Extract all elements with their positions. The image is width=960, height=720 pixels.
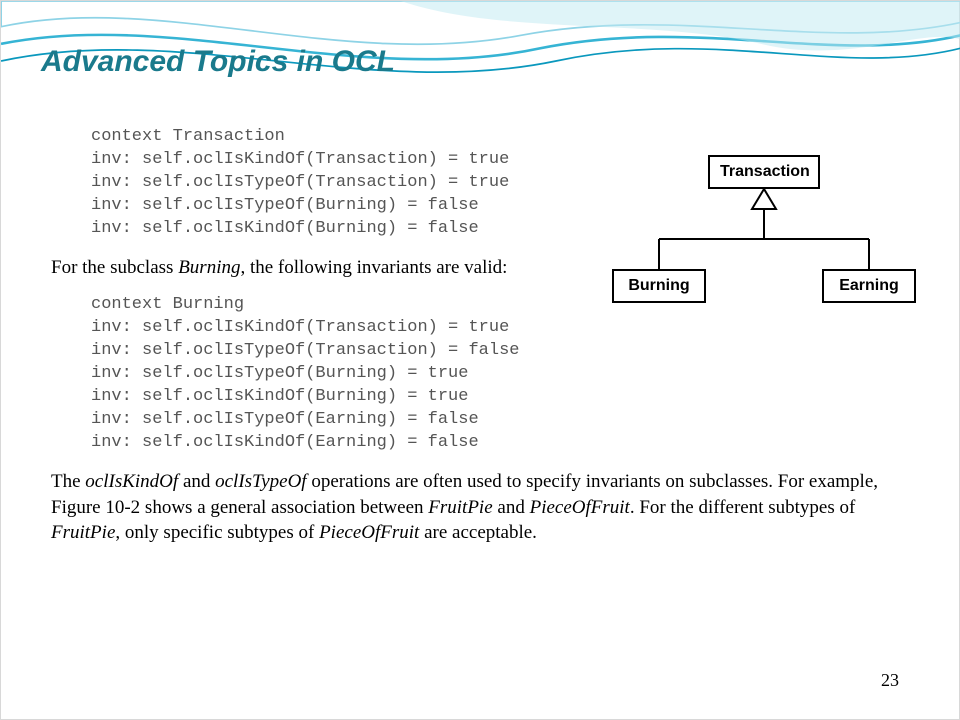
uml-class-earning: Earning: [822, 269, 916, 303]
uml-class-burning: Burning: [612, 269, 706, 303]
uml-diagram: Transaction Burning Earning: [604, 151, 924, 351]
page-number: 23: [881, 670, 899, 691]
uml-class-transaction: Transaction: [708, 155, 820, 189]
slide-title: Advanced Topics in OCL: [41, 45, 395, 79]
paragraph-2: The oclIsKindOf and oclIsTypeOf operatio…: [51, 469, 921, 546]
slide: Advanced Topics in OCL context Transacti…: [0, 0, 960, 720]
